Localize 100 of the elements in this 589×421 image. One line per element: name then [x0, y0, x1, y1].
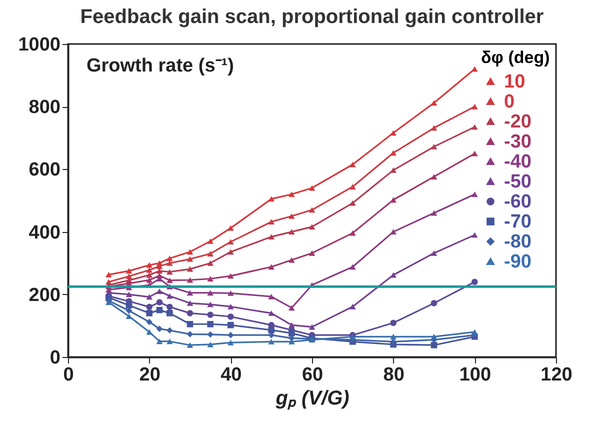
point [350, 230, 356, 236]
point [390, 334, 396, 340]
point [430, 342, 438, 348]
point [146, 262, 152, 268]
point [207, 312, 214, 318]
point [288, 305, 295, 311]
x-tick-label: 40 [220, 364, 242, 386]
point [430, 100, 438, 106]
point [228, 239, 234, 245]
point [166, 260, 173, 266]
point [156, 288, 163, 294]
y-axis-title: Growth rate (s⁻¹) [86, 56, 234, 76]
point [268, 196, 274, 202]
y-tick-label: 0 [50, 348, 60, 368]
x-tick-label: 100 [459, 364, 492, 386]
x-tick-label: 20 [139, 364, 160, 386]
y-tick-label: 200 [28, 284, 60, 306]
point [126, 274, 132, 279]
point [186, 290, 194, 296]
legend-label: -80 [504, 232, 532, 252]
point [166, 293, 173, 299]
point [126, 308, 132, 314]
point [430, 125, 438, 131]
point [472, 104, 478, 110]
legend-title: δφ (deg) [481, 48, 550, 67]
point [228, 225, 234, 231]
point [146, 329, 152, 335]
point [308, 250, 316, 256]
point [430, 300, 438, 306]
point [207, 250, 214, 256]
point [166, 310, 173, 316]
point [390, 229, 396, 235]
point [430, 174, 438, 180]
point [146, 310, 152, 316]
point [146, 272, 152, 278]
point [126, 302, 132, 309]
y-tick-label: 600 [28, 160, 60, 181]
point [472, 150, 478, 156]
point [207, 276, 214, 282]
point [207, 238, 214, 244]
point [472, 192, 478, 197]
point [146, 267, 152, 273]
point [288, 213, 295, 219]
point [126, 292, 132, 298]
point [156, 326, 163, 332]
legend-label: -30 [504, 132, 532, 152]
point [228, 249, 234, 255]
x-tick-label: 80 [383, 364, 404, 386]
point [268, 332, 274, 338]
point [156, 299, 163, 306]
point [350, 304, 356, 310]
point [288, 257, 295, 263]
legend-label: -20 [504, 112, 532, 132]
legend-label: -90 [504, 252, 532, 272]
point [156, 268, 163, 274]
point [207, 331, 214, 338]
point [268, 219, 274, 225]
point [106, 272, 112, 278]
point [390, 320, 396, 326]
point [350, 162, 356, 168]
point [472, 329, 478, 335]
point [166, 304, 173, 310]
point [228, 313, 234, 320]
point [430, 210, 438, 216]
point [308, 324, 316, 330]
point [207, 320, 214, 328]
point [126, 268, 132, 274]
point [166, 278, 173, 284]
legend-label: 0 [504, 92, 515, 112]
point [186, 249, 194, 255]
point [308, 185, 316, 191]
point [186, 277, 194, 283]
point [166, 338, 173, 344]
point [186, 320, 194, 328]
point [207, 302, 214, 308]
point [146, 294, 152, 300]
point [186, 330, 194, 338]
point [207, 342, 214, 348]
point [156, 263, 163, 269]
y-tick-label: 400 [28, 222, 60, 244]
point [288, 229, 295, 235]
y-tick-label: 800 [28, 97, 60, 118]
point [472, 232, 478, 238]
point [390, 338, 396, 345]
point [268, 310, 274, 316]
legend-label: -40 [504, 152, 532, 172]
point [268, 264, 274, 270]
point [430, 144, 438, 150]
point [288, 192, 295, 197]
point [186, 300, 194, 306]
x-tick-label: 0 [63, 364, 74, 386]
point [156, 276, 163, 282]
legend-label: 10 [504, 72, 526, 92]
point [207, 290, 214, 296]
point [228, 340, 234, 346]
legend-label: -60 [504, 192, 532, 212]
x-tick-label: 120 [540, 364, 572, 386]
point [146, 304, 152, 310]
point [186, 266, 194, 272]
point [268, 326, 274, 334]
